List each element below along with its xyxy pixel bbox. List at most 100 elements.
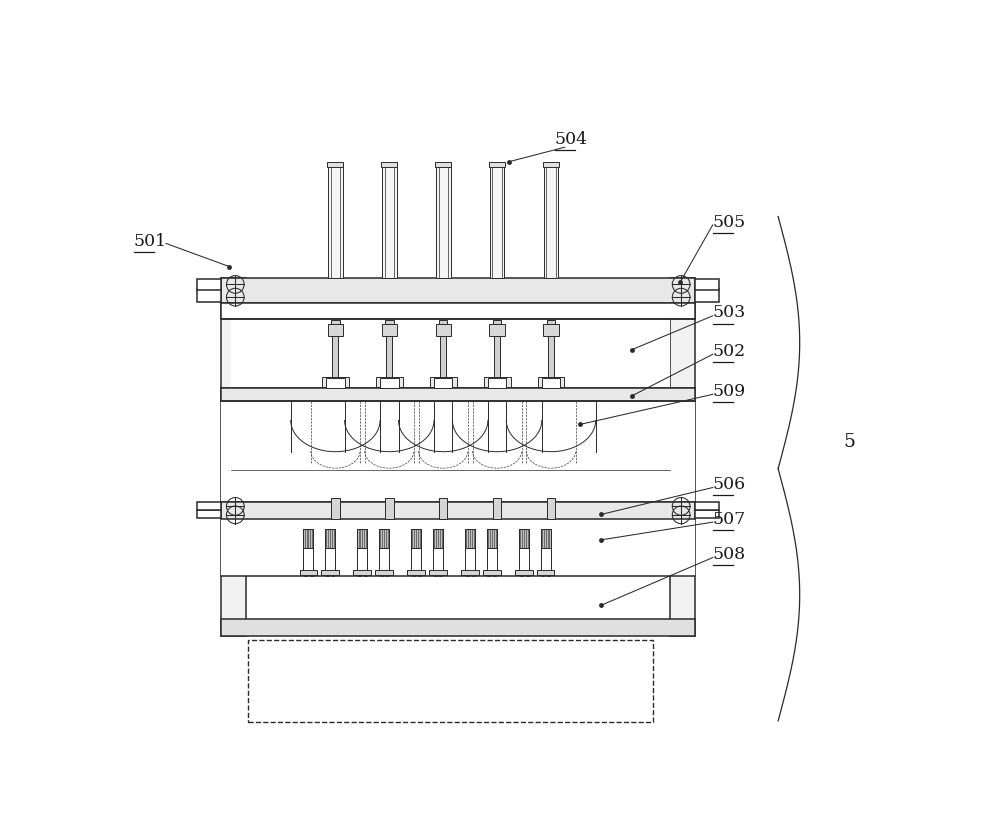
Bar (493, 575, 496, 576)
Bar (489, 325, 505, 336)
Bar (326, 379, 345, 389)
Bar (695, 289, 719, 303)
Bar (429, 570, 447, 575)
Text: 504: 504 (555, 131, 588, 148)
Bar (493, 320, 501, 325)
Text: 507: 507 (713, 510, 746, 528)
Bar (487, 575, 490, 576)
Bar (385, 498, 394, 519)
Bar (385, 575, 388, 576)
Bar (465, 529, 475, 548)
Bar (357, 529, 367, 548)
Bar (695, 510, 719, 518)
Bar (544, 163, 558, 278)
Text: 501: 501 (134, 232, 167, 249)
Bar (332, 336, 338, 379)
Bar (376, 378, 403, 387)
Text: 502: 502 (713, 343, 746, 359)
Bar (520, 575, 523, 576)
Text: 5: 5 (844, 432, 856, 451)
Bar (322, 378, 349, 387)
Bar (695, 503, 719, 511)
Bar (328, 325, 343, 336)
Bar (670, 278, 695, 636)
Bar (353, 570, 371, 575)
Bar (489, 163, 505, 168)
Bar (231, 319, 670, 389)
Bar (488, 379, 506, 389)
Bar (461, 570, 479, 575)
Bar (197, 510, 221, 518)
Bar (439, 498, 447, 519)
Bar (543, 163, 559, 168)
Bar (538, 378, 564, 387)
Bar (547, 498, 555, 519)
Bar (411, 529, 421, 572)
Bar (310, 575, 313, 576)
Bar (332, 575, 334, 576)
Text: 506: 506 (713, 476, 746, 492)
Bar (537, 570, 554, 575)
Bar (303, 529, 313, 572)
Bar (382, 163, 397, 278)
Bar (493, 498, 501, 519)
Bar (221, 278, 246, 636)
Bar (221, 519, 695, 576)
Bar (436, 163, 451, 278)
Bar (547, 320, 555, 325)
Bar (439, 575, 442, 576)
Bar (221, 402, 695, 502)
Bar (380, 379, 399, 389)
Bar (221, 619, 695, 636)
Bar (519, 529, 529, 548)
Bar (325, 529, 335, 548)
Bar (300, 570, 317, 575)
Bar (327, 163, 343, 168)
Bar (375, 570, 393, 575)
Bar (472, 575, 475, 576)
Bar (303, 529, 313, 548)
Bar (435, 163, 451, 168)
Text: 505: 505 (713, 213, 746, 230)
Bar (542, 379, 560, 389)
Bar (379, 529, 389, 548)
Bar (541, 529, 551, 572)
Bar (331, 320, 340, 325)
Bar (548, 336, 554, 379)
Bar (407, 570, 425, 575)
Bar (221, 502, 695, 519)
Bar (433, 529, 443, 572)
Bar (541, 529, 551, 548)
Bar (543, 325, 559, 336)
Bar (411, 529, 421, 548)
Bar (487, 529, 497, 572)
Bar (380, 575, 383, 576)
Bar (197, 279, 221, 291)
Bar (357, 529, 367, 572)
Bar (440, 336, 446, 379)
Bar (547, 575, 550, 576)
Bar (304, 575, 307, 576)
Bar (519, 529, 529, 572)
Bar (328, 163, 343, 278)
Bar (483, 570, 501, 575)
Bar (436, 325, 451, 336)
Bar (434, 379, 452, 389)
Bar (430, 378, 457, 387)
Bar (321, 570, 339, 575)
Bar (248, 640, 653, 722)
Bar (221, 278, 695, 304)
Bar (494, 336, 500, 379)
Bar (325, 529, 335, 572)
Bar (412, 575, 415, 576)
Bar (379, 529, 389, 572)
Bar (434, 575, 437, 576)
Bar (382, 325, 397, 336)
Bar (326, 575, 329, 576)
Bar (465, 529, 475, 572)
Text: 508: 508 (713, 546, 746, 563)
Bar (484, 378, 511, 387)
Bar (364, 575, 367, 576)
Bar (331, 498, 340, 519)
Bar (695, 279, 719, 291)
